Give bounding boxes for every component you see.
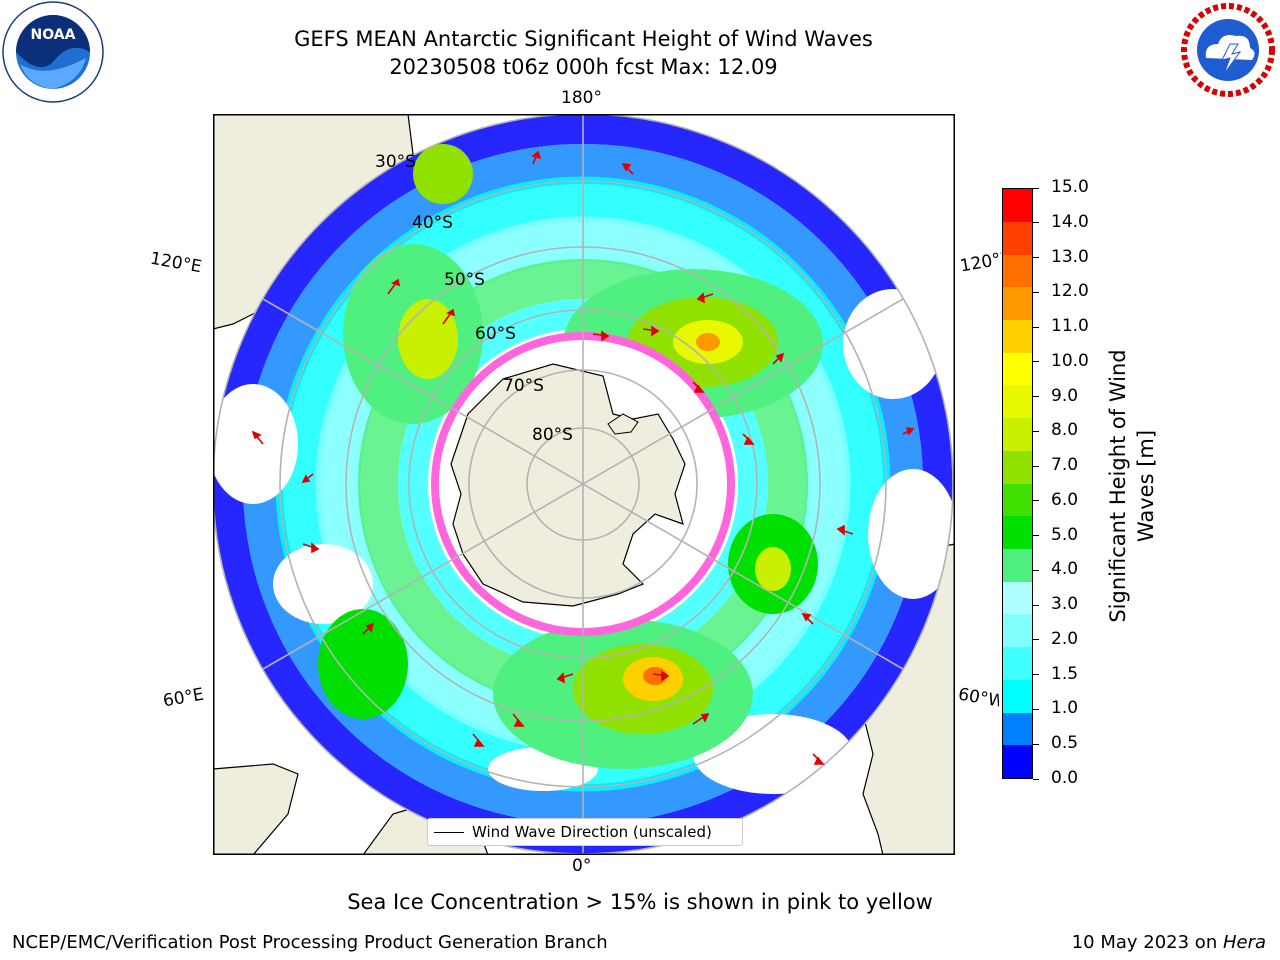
colorbar-segment xyxy=(1003,450,1032,484)
footer-date-text: 10 May 2023 on xyxy=(1071,932,1223,953)
colorbar-tick-mark xyxy=(1033,604,1039,606)
lon-label-60w: 60°W xyxy=(956,684,1002,712)
lon-label-0: 0° xyxy=(572,856,592,876)
lat-label-40s: 40°S xyxy=(412,213,453,233)
colorbar-tick-label: 14.0 xyxy=(1051,211,1089,232)
colorbar-segment xyxy=(1003,614,1032,648)
colorbar-tick-label: 3.0 xyxy=(1051,594,1079,615)
colorbar-segment xyxy=(1003,581,1032,615)
colorbar-tick-mark xyxy=(1033,430,1039,432)
colorbar-tick-label: 15.0 xyxy=(1051,177,1089,197)
colorbar-segment xyxy=(1003,548,1032,582)
colorbar-tick-label: 6.0 xyxy=(1051,489,1079,510)
colorbar-segment xyxy=(1003,647,1032,680)
colorbar-tick-label: 1.0 xyxy=(1051,698,1079,719)
colorbar-segment xyxy=(1003,221,1032,255)
colorbar-tick-label: 10.0 xyxy=(1051,350,1089,371)
colorbar-tick-label: 12.0 xyxy=(1051,281,1089,302)
colorbar-label-line1: Significant Height of Wind xyxy=(1106,349,1130,623)
noaa-logo: NOAA xyxy=(0,0,106,104)
map-legend: Wind Wave Direction (unscaled) xyxy=(427,818,743,846)
colorbar-tick-mark xyxy=(1033,291,1039,293)
colorbar-tick-label: 11.0 xyxy=(1051,316,1089,337)
colorbar xyxy=(1002,188,1033,779)
noaa-logo-text: NOAA xyxy=(31,27,76,43)
footer-date: 10 May 2023 on Hera xyxy=(1072,932,1266,953)
colorbar-tick-label: 8.0 xyxy=(1051,420,1079,441)
lat-label-50s: 50°S xyxy=(444,270,485,290)
lat-label-80s: 80°S xyxy=(532,425,573,445)
colorbar-tick-mark xyxy=(1033,778,1039,780)
colorbar-segment xyxy=(1003,189,1032,222)
colorbar-tick-mark xyxy=(1033,361,1039,363)
wave-direction-arrows xyxy=(251,150,915,765)
colorbar-tick-mark xyxy=(1033,257,1039,259)
colorbar-segment xyxy=(1003,516,1032,549)
lat-label-30s: 30°S xyxy=(375,152,416,172)
colorbar-tick-label: 0.5 xyxy=(1051,733,1079,754)
nws-logo xyxy=(1176,0,1280,100)
colorbar-tick-mark xyxy=(1033,465,1039,467)
colorbar-segment xyxy=(1003,385,1032,419)
sea-ice-note: Sea Ice Concentration > 15% is shown in … xyxy=(347,890,933,914)
lat-label-70s: 70°S xyxy=(503,376,544,396)
colorbar-tick-label: 5.0 xyxy=(1051,524,1079,545)
colorbar-tick-label: 0.0 xyxy=(1051,768,1079,788)
chart-title: GEFS MEAN Antarctic Significant Height o… xyxy=(294,27,873,51)
colorbar-segment xyxy=(1003,712,1032,746)
colorbar-label-line2: Waves [m] xyxy=(1134,429,1158,543)
lon-label-120w: 120°W xyxy=(958,249,1004,277)
map-panel: 30°S 40°S 50°S 60°S 70°S 80°S Wind Wave … xyxy=(213,114,955,855)
colorbar-segment xyxy=(1003,418,1032,451)
footer-machine: Hera xyxy=(1222,932,1266,953)
lon-label-180: 180° xyxy=(561,88,602,108)
colorbar-tick-label: 7.0 xyxy=(1051,455,1079,476)
colorbar-tick-mark xyxy=(1033,674,1039,676)
colorbar-tick-label: 1.5 xyxy=(1051,663,1079,684)
lon-label-60e: 60°E xyxy=(161,684,206,712)
colorbar-tick-label: 9.0 xyxy=(1051,385,1079,406)
colorbar-tick-mark xyxy=(1033,743,1039,745)
colorbar-segment xyxy=(1003,254,1032,288)
chart-subtitle: 20230508 t06z 000h fcst Max: 12.09 xyxy=(389,55,778,79)
colorbar-segment xyxy=(1003,483,1032,517)
colorbar-segment xyxy=(1003,352,1032,386)
colorbar-segment xyxy=(1003,679,1032,713)
colorbar-tick-mark xyxy=(1033,639,1039,641)
colorbar-ticks: 0.0 0.5 1.0 1.5 2.0 3.0 4.0 5.0 6.0 7.0 8.0 9.0 10.0… xyxy=(1033,177,1103,788)
colorbar-segment xyxy=(1003,319,1032,353)
colorbar-label: Significant Height of Wind Waves [m] xyxy=(1104,336,1164,636)
legend-label: Wind Wave Direction (unscaled) xyxy=(472,823,712,841)
legend-line-sample xyxy=(434,831,464,833)
colorbar-tick-label: 2.0 xyxy=(1051,628,1079,649)
lon-label-120e: 120°E xyxy=(148,248,204,278)
colorbar-segment xyxy=(1003,745,1032,778)
lat-label-60s: 60°S xyxy=(475,324,516,344)
colorbar-tick-label: 13.0 xyxy=(1051,246,1089,267)
footer-branch: NCEP/EMC/Verification Post Processing Pr… xyxy=(12,932,608,953)
colorbar-tick-mark xyxy=(1033,222,1039,224)
colorbar-segment xyxy=(1003,287,1032,320)
colorbar-tick-mark xyxy=(1033,535,1039,537)
colorbar-tick-mark xyxy=(1033,500,1039,502)
colorbar-tick-mark xyxy=(1033,396,1039,398)
colorbar-tick-mark xyxy=(1033,187,1039,189)
colorbar-tick-mark xyxy=(1033,569,1039,571)
colorbar-tick-label: 4.0 xyxy=(1051,559,1079,580)
colorbar-tick-mark xyxy=(1033,326,1039,328)
colorbar-tick-mark xyxy=(1033,708,1039,710)
